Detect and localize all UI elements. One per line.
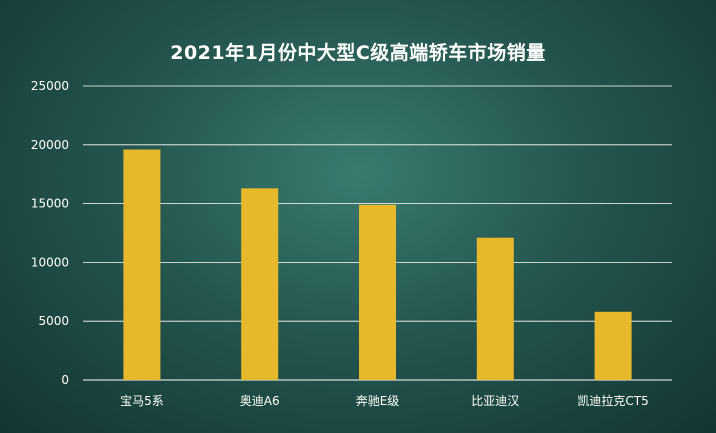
y-tick-label: 15000 (31, 197, 69, 211)
x-category-label: 比亚迪汉 (471, 394, 519, 408)
x-category-label: 凯迪拉克CT5 (577, 393, 648, 408)
bar-3 (359, 204, 396, 380)
x-axis-labels: 宝马5系 奥迪A6 奔驰E级 比亚迪汉 凯迪拉克CT5 (120, 393, 649, 408)
y-axis-ticks: 0 5000 10000 15000 20000 25000 (31, 79, 69, 387)
bar-5 (594, 311, 632, 380)
chart-title: 2021年1月份中大型C级高端轿车市场销量 (170, 42, 546, 64)
y-tick-label: 10000 (31, 255, 69, 269)
bars (123, 149, 632, 380)
y-tick-label: 5000 (38, 314, 69, 328)
x-category-label: 奔驰E级 (356, 394, 400, 408)
x-category-label: 奥迪A6 (240, 394, 280, 408)
bar-2 (241, 188, 279, 380)
bar-4 (476, 237, 514, 380)
y-tick-label: 20000 (31, 138, 69, 152)
y-tick-label: 25000 (31, 79, 69, 93)
y-tick-label: 0 (61, 373, 69, 387)
bar-1 (123, 149, 161, 380)
x-category-label: 宝马5系 (120, 394, 164, 408)
